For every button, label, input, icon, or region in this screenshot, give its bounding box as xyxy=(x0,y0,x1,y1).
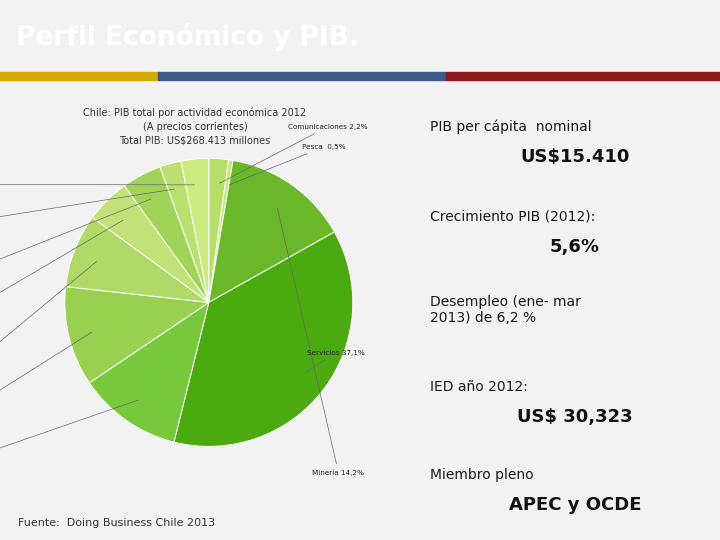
Text: Administración pública 5,0%: Administración pública 5,0% xyxy=(0,220,123,335)
Text: Desempleo (ene- mar
2013) de 6,2 %: Desempleo (ene- mar 2013) de 6,2 % xyxy=(430,295,581,325)
Text: Perfil Económico y PIB.: Perfil Económico y PIB. xyxy=(16,23,359,51)
Bar xyxy=(0,72,158,80)
Wedge shape xyxy=(209,158,229,302)
Text: Comunicaciones 2,2%: Comunicaciones 2,2% xyxy=(220,124,368,183)
Text: Pesca  0,5%: Pesca 0,5% xyxy=(230,144,346,185)
Wedge shape xyxy=(209,160,233,302)
Text: Industria manufacturera 11,2%: Industria manufacturera 11,2% xyxy=(0,332,91,438)
Text: APEC y OCDE: APEC y OCDE xyxy=(509,496,642,514)
Text: Fuente:  Doing Business Chile 2013: Fuente: Doing Business Chile 2013 xyxy=(18,518,215,528)
Wedge shape xyxy=(160,161,209,302)
Bar xyxy=(446,72,720,80)
Text: (A precios corrientes): (A precios corrientes) xyxy=(143,122,248,132)
Wedge shape xyxy=(66,218,209,302)
Bar xyxy=(158,72,446,80)
Text: Servicios 37,1%: Servicios 37,1% xyxy=(305,350,364,373)
Wedge shape xyxy=(89,302,209,442)
Wedge shape xyxy=(125,167,209,302)
Wedge shape xyxy=(181,158,209,302)
Text: Transporte 4,5%: Transporte 4,5% xyxy=(0,199,151,280)
Text: Crecimiento PIB (2012):: Crecimiento PIB (2012): xyxy=(430,210,595,224)
Wedge shape xyxy=(209,160,334,302)
Text: PIB per cápita  nominal: PIB per cápita nominal xyxy=(430,120,592,134)
Text: Construcción 8,3%: Construcción 8,3% xyxy=(0,261,96,385)
Wedge shape xyxy=(65,287,209,383)
Text: Chile: PIB total por actividad económica 2012: Chile: PIB total por actividad económica… xyxy=(84,108,307,118)
Text: Miembro pleno: Miembro pleno xyxy=(430,468,534,482)
Text: Agropecuario-silvícola 3,1%: Agropecuario-silvícola 3,1% xyxy=(0,181,194,187)
Text: Total PIB: US$268.413 millones: Total PIB: US$268.413 millones xyxy=(120,136,271,146)
Text: Minería 14,2%: Minería 14,2% xyxy=(277,208,364,476)
Text: Comercio, restaurantes y hoteles 11,7%: Comercio, restaurantes y hoteles 11,7% xyxy=(0,400,138,481)
Text: Electricidad, gas, y agua 2,4%: Electricidad, gas, y agua 2,4% xyxy=(0,189,175,231)
Wedge shape xyxy=(92,186,209,302)
Text: US$15.410: US$15.410 xyxy=(521,148,630,166)
Wedge shape xyxy=(174,232,353,447)
Text: 5,6%: 5,6% xyxy=(550,238,600,256)
Text: IED año 2012:: IED año 2012: xyxy=(430,380,528,394)
Text: US$ 30,323: US$ 30,323 xyxy=(517,408,633,426)
